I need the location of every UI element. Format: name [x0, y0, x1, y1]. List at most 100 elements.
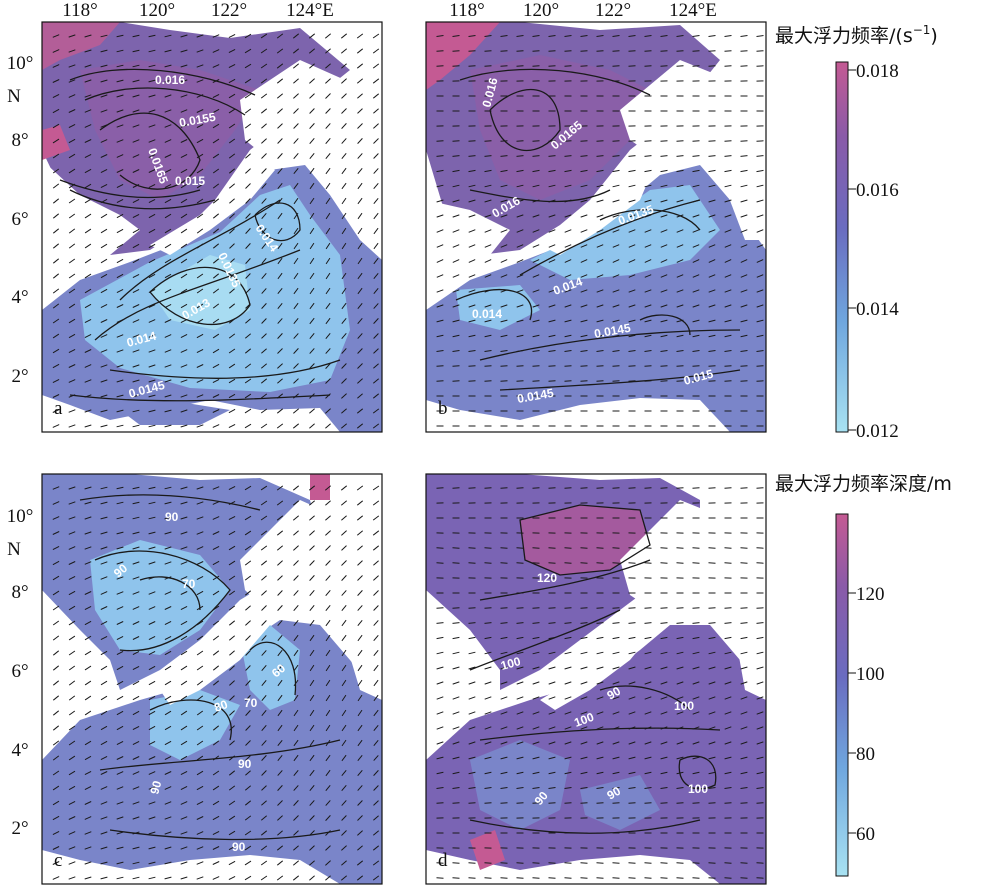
wind-arrow [260, 393, 268, 399]
wind-arrow [325, 257, 331, 265]
wind-arrow [212, 333, 220, 339]
wind-arrow [532, 229, 540, 233]
wind-arrow [612, 802, 620, 804]
wind-arrow [212, 273, 220, 279]
wind-arrow [84, 501, 92, 505]
wind-arrow [325, 694, 331, 702]
wind-arrow [341, 63, 347, 69]
wind-arrow [357, 333, 363, 339]
wind-arrow [164, 531, 172, 535]
wind-arrow [436, 289, 444, 293]
wind-arrow [84, 710, 92, 716]
wind-arrow [612, 169, 620, 173]
wind-arrow [740, 229, 748, 233]
wind-arrow [148, 109, 156, 113]
wind-arrow [84, 94, 92, 98]
contour-label: 90 [147, 779, 164, 796]
wind-arrow [468, 229, 476, 233]
wind-arrow [724, 35, 732, 37]
wind-arrow [436, 184, 444, 188]
wind-arrow [724, 771, 732, 775]
wind-arrow [276, 48, 284, 54]
wind-arrow [245, 620, 251, 626]
wind-arrow [196, 695, 204, 701]
wind-arrow [84, 424, 92, 428]
wind-arrow [724, 214, 732, 218]
wind-arrow [261, 153, 267, 159]
wind-arrow [212, 815, 220, 821]
wind-arrow [756, 319, 764, 323]
wind-arrow [309, 679, 315, 687]
wind-arrow [740, 199, 748, 203]
wind-arrow [148, 334, 156, 338]
wind-arrow [676, 802, 684, 804]
wind-arrow [84, 49, 92, 53]
wind-arrow [309, 332, 315, 340]
n-label: N [7, 539, 21, 560]
wind-arrow [228, 408, 236, 414]
wind-arrow [341, 739, 347, 747]
wind-arrow [564, 741, 572, 745]
wind-arrow [148, 304, 156, 308]
wind-arrow [260, 63, 268, 69]
wind-arrow [436, 711, 444, 715]
wind-arrow [148, 695, 156, 701]
wind-arrow [341, 393, 347, 399]
wind-arrow [756, 787, 764, 789]
wind-arrow [357, 724, 363, 732]
wind-arrow [468, 289, 476, 293]
wind-arrow [261, 575, 267, 581]
wind-arrow [52, 560, 60, 566]
wind-arrow [68, 546, 76, 550]
wind-arrow [325, 287, 331, 295]
wind-arrow [260, 830, 268, 836]
wind-arrow [484, 169, 492, 173]
wind-arrow [580, 365, 588, 367]
wind-arrow [756, 622, 764, 624]
wind-arrow [500, 666, 508, 670]
wind-arrow [68, 800, 76, 806]
wind-arrow [548, 487, 556, 489]
wind-arrow [261, 590, 267, 596]
wind-arrow [293, 619, 299, 627]
wind-arrow [372, 78, 380, 84]
wind-arrow [116, 861, 124, 865]
wind-arrow [116, 546, 124, 550]
wind-arrow [373, 694, 379, 702]
wind-arrow [372, 530, 380, 536]
colorbar-bottom-tick: 100 [856, 664, 885, 685]
wind-arrow [180, 576, 188, 580]
wind-arrow [532, 711, 540, 715]
wind-arrow [372, 33, 380, 39]
wind-arrow [516, 350, 524, 352]
wind-arrow [228, 153, 236, 159]
wind-arrow [52, 620, 60, 626]
wind-arrow [132, 771, 140, 775]
wind-arrow [277, 227, 283, 235]
wind-arrow [325, 634, 331, 642]
wind-arrow [740, 365, 748, 367]
wind-arrow [484, 155, 492, 157]
wind-arrow [293, 182, 299, 190]
wind-arrow [644, 319, 652, 323]
wind-arrow [180, 183, 188, 189]
wind-arrow [180, 801, 188, 805]
wind-arrow [293, 197, 299, 205]
wind-arrow [548, 304, 556, 308]
wind-arrow [132, 184, 140, 188]
wind-arrow [245, 605, 251, 611]
wind-arrow [357, 709, 363, 717]
wind-arrow [245, 198, 251, 204]
wind-arrow [52, 198, 60, 204]
wind-arrow [564, 274, 572, 278]
wind-arrow [373, 575, 379, 581]
wind-arrow [309, 560, 315, 566]
wind-arrow [52, 228, 60, 234]
wind-arrow [293, 333, 299, 339]
wind-arrow [132, 486, 140, 490]
wind-arrow [116, 635, 124, 641]
wind-arrow [260, 363, 268, 369]
wind-arrow [724, 666, 732, 670]
wind-arrow [164, 424, 172, 428]
wind-arrow [68, 364, 76, 368]
